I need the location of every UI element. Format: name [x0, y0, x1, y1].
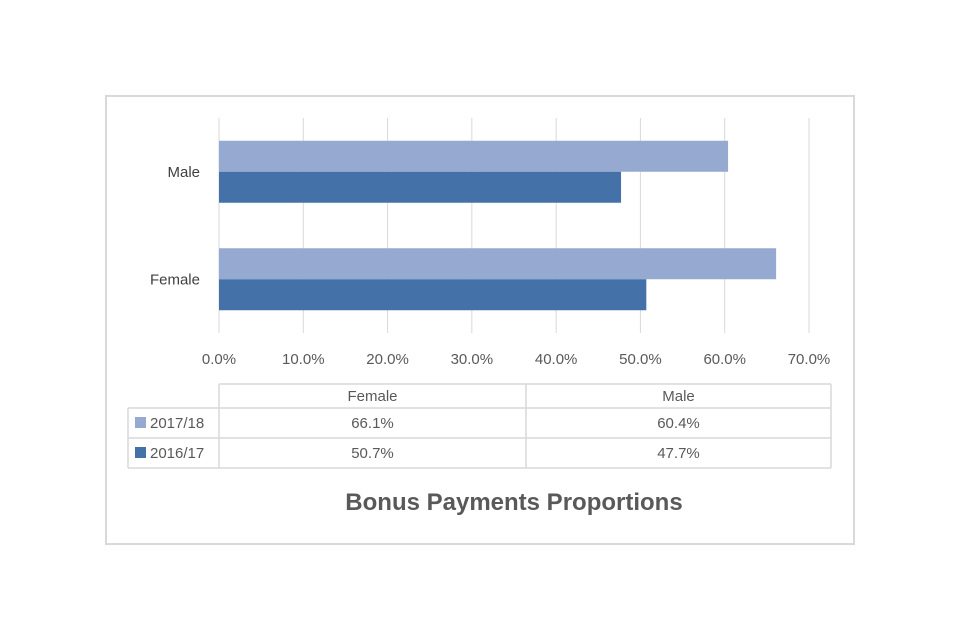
- bar-male-2017-18: [219, 140, 729, 172]
- chart-frame: [105, 95, 855, 545]
- table-cell: 60.4%: [657, 415, 700, 432]
- chart-title: Bonus Payments Proportions: [345, 489, 682, 516]
- x-tick-label: 60.0%: [703, 351, 746, 368]
- table-cell: 50.7%: [351, 445, 394, 462]
- table-header-cell: Female: [347, 388, 397, 405]
- legend-key: [135, 417, 146, 428]
- table-row-label: 2017/18: [150, 415, 204, 432]
- x-tick-label: 70.0%: [788, 351, 831, 368]
- bar-female-2017-18: [219, 248, 777, 280]
- x-tick-label: 0.0%: [202, 351, 236, 368]
- x-tick-label: 50.0%: [619, 351, 662, 368]
- x-tick-label: 40.0%: [535, 351, 578, 368]
- bars: [219, 140, 777, 311]
- x-tick-labels: 0.0% 10.0% 20.0% 30.0% 40.0% 50.0% 60.0% 70.0%: [202, 351, 830, 368]
- table-row-label: 2016/17: [150, 445, 204, 462]
- bar-female-2016-17: [219, 279, 647, 311]
- x-tick-label: 30.0%: [451, 351, 494, 368]
- category-labels: Female Male: [150, 164, 200, 289]
- bar-male-2016-17: [219, 171, 622, 203]
- x-tick-label: 10.0%: [282, 351, 325, 368]
- data-table: Female Male 2017/18 66.1% 60.4% 2016/17 50.7% 4…: [127, 383, 832, 469]
- table-header-cell: Male: [662, 388, 695, 405]
- legend-key: [135, 447, 146, 458]
- category-label: Female: [150, 271, 200, 288]
- category-label: Male: [167, 164, 200, 181]
- x-tick-label: 20.0%: [366, 351, 409, 368]
- table-cell: 47.7%: [657, 445, 700, 462]
- table-cell: 66.1%: [351, 415, 394, 432]
